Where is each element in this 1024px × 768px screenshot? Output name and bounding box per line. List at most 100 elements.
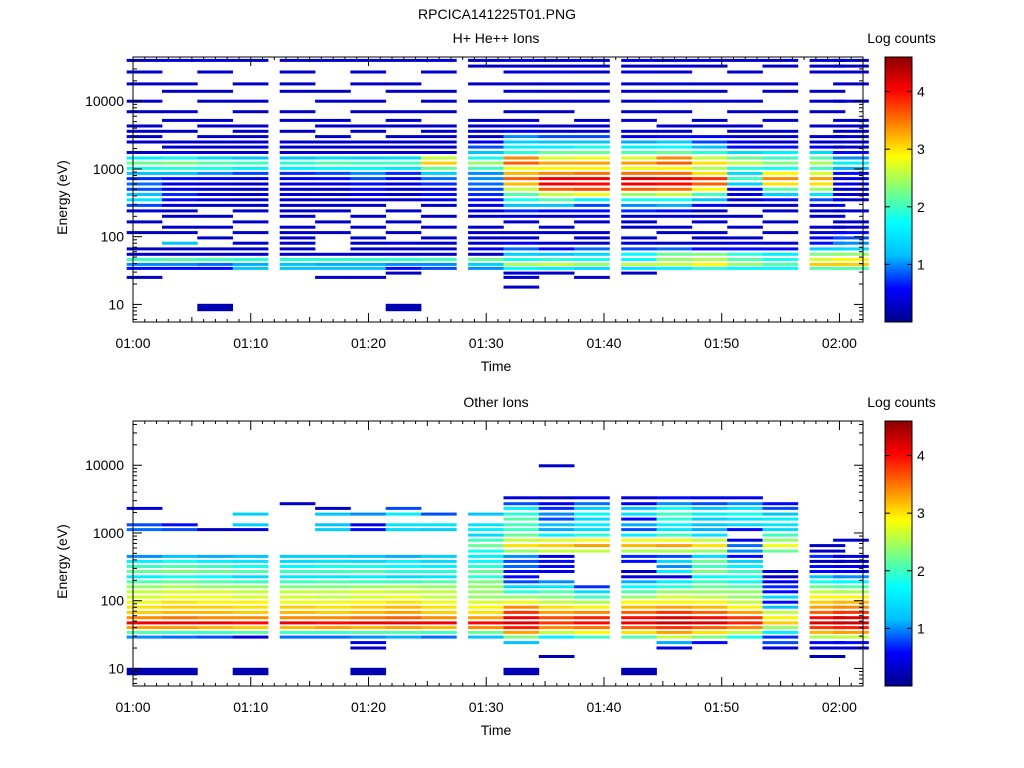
heatmap-cell bbox=[315, 177, 351, 181]
heatmap-cell bbox=[232, 187, 269, 191]
heatmap-cell bbox=[350, 258, 387, 261]
heatmap-cell bbox=[727, 590, 763, 594]
heatmap-cell bbox=[315, 616, 351, 620]
heatmap-cell bbox=[503, 203, 540, 207]
heatmap-cell bbox=[727, 266, 763, 270]
heatmap-cell bbox=[621, 177, 657, 181]
heatmap-cell bbox=[621, 262, 657, 266]
heatmap-cell bbox=[350, 82, 387, 86]
heatmap-cell bbox=[762, 616, 799, 620]
heatmap-cell bbox=[621, 198, 657, 202]
heatmap-cell bbox=[162, 203, 198, 207]
heatmap-cell bbox=[833, 610, 869, 614]
heatmap-cell bbox=[350, 523, 387, 527]
heatmap-cell bbox=[385, 616, 422, 620]
heatmap-cell bbox=[385, 605, 422, 609]
heatmap-cell bbox=[762, 64, 799, 68]
heatmap-cell bbox=[197, 70, 233, 74]
heatmap-cell bbox=[421, 595, 457, 599]
heatmap-cell bbox=[162, 82, 198, 86]
heatmap-cell bbox=[197, 575, 233, 579]
x-tick-label: 01:00 bbox=[115, 699, 150, 715]
y-axis bbox=[133, 59, 863, 320]
heatmap-cell bbox=[350, 156, 387, 160]
heatmap-cell bbox=[503, 544, 540, 548]
heatmap-cell bbox=[279, 70, 316, 74]
heatmap-cell bbox=[421, 236, 457, 240]
heatmap-cell bbox=[232, 262, 269, 266]
heatmap-cell bbox=[162, 667, 198, 676]
heatmap-cell bbox=[538, 554, 575, 558]
heatmap-cell bbox=[809, 135, 846, 139]
heatmap-cell bbox=[538, 616, 575, 620]
heatmap-cell bbox=[691, 575, 728, 579]
heatmap-cell bbox=[656, 559, 693, 563]
heatmap-cell bbox=[691, 641, 728, 645]
heatmap-cell bbox=[126, 110, 163, 114]
heatmap-cell bbox=[656, 182, 693, 186]
heatmap-cell bbox=[279, 258, 316, 261]
heatmap-cell bbox=[421, 225, 457, 229]
heatmap-cell bbox=[762, 646, 799, 650]
heatmap-cell bbox=[538, 266, 575, 270]
heatmap-cell bbox=[197, 580, 233, 584]
heatmap-cell bbox=[315, 610, 351, 614]
heatmap-cell bbox=[421, 262, 457, 266]
heatmap-cell bbox=[809, 595, 846, 599]
heatmap-cell bbox=[656, 506, 693, 510]
heatmap-cell bbox=[809, 266, 846, 270]
colorbar-label: Log counts bbox=[867, 30, 936, 46]
heatmap-cell bbox=[762, 523, 799, 527]
heatmap-cell bbox=[762, 258, 799, 261]
heatmap-cell bbox=[421, 252, 457, 256]
heatmap-cell bbox=[421, 559, 457, 563]
heatmap-cell bbox=[727, 580, 763, 584]
heatmap-cell bbox=[503, 187, 540, 191]
heatmap-cell bbox=[468, 140, 504, 144]
heatmap-cell bbox=[503, 129, 540, 133]
heatmap-cell bbox=[691, 605, 728, 609]
heatmap-cell bbox=[385, 590, 422, 594]
heatmap-cell bbox=[621, 182, 657, 186]
heatmap-cell bbox=[468, 166, 504, 170]
heatmap-cell bbox=[279, 151, 316, 154]
heatmap-cell bbox=[350, 129, 387, 133]
heatmap-cell bbox=[468, 544, 504, 548]
heatmap-cell bbox=[656, 193, 693, 196]
heatmap-cell bbox=[385, 595, 422, 599]
heatmap-cell bbox=[833, 538, 869, 542]
heatmap-cell bbox=[503, 667, 540, 676]
heatmap-cell bbox=[232, 621, 269, 625]
heatmap-cell bbox=[574, 506, 610, 510]
x-tick-label: 02:00 bbox=[822, 699, 857, 715]
heatmap-cell bbox=[126, 198, 163, 202]
heatmap-cell bbox=[468, 262, 504, 266]
heatmap-cell bbox=[468, 187, 504, 191]
heatmap-cell bbox=[503, 118, 540, 122]
heatmap-cell bbox=[809, 600, 846, 604]
heatmap-cells bbox=[126, 464, 869, 676]
heatmap-cell bbox=[538, 559, 575, 563]
heatmap-cell bbox=[621, 220, 657, 224]
heatmap-cell bbox=[833, 187, 869, 191]
heatmap-cell bbox=[385, 198, 422, 202]
heatmap-cell bbox=[232, 605, 269, 609]
heatmap-cell bbox=[197, 225, 233, 229]
heatmap-cell bbox=[727, 605, 763, 609]
heatmap-cell bbox=[350, 630, 387, 634]
heatmap-cell bbox=[538, 110, 575, 114]
heatmap-cell bbox=[468, 151, 504, 154]
y-tick-label: 10000 bbox=[85, 457, 124, 473]
heatmap-cell bbox=[350, 171, 387, 175]
heatmap-cell bbox=[197, 600, 233, 604]
heatmap-cell bbox=[691, 570, 728, 573]
heatmap-cell bbox=[691, 630, 728, 634]
heatmap-cell bbox=[279, 600, 316, 604]
heatmap-cell bbox=[833, 99, 869, 103]
heatmap-cell bbox=[691, 595, 728, 599]
heatmap-cell bbox=[503, 236, 540, 240]
heatmap-cell bbox=[538, 156, 575, 160]
y-tick-label: 1000 bbox=[93, 161, 124, 177]
heatmap-cell bbox=[691, 171, 728, 175]
